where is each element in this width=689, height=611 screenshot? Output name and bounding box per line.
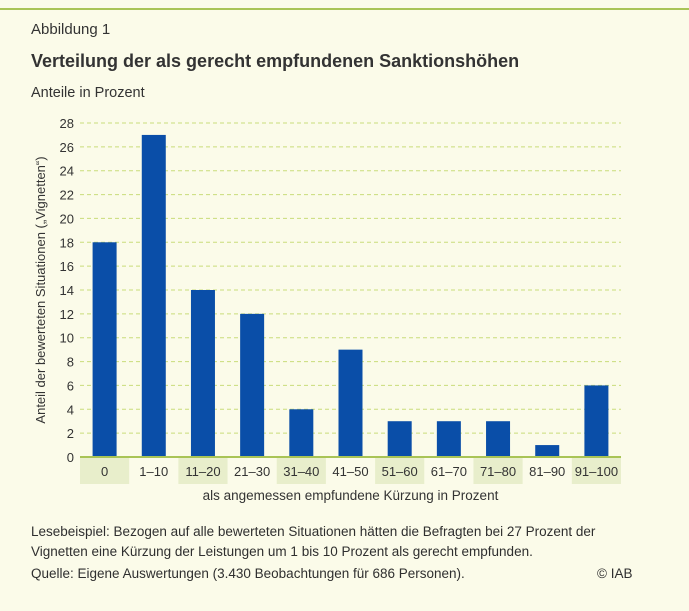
x-tick-label: 1–10 <box>139 464 168 479</box>
bar <box>436 421 461 457</box>
y-tick-label: 26 <box>60 140 74 155</box>
x-tick-band <box>80 458 130 484</box>
reading-example-caption: Lesebeispiel: Bezogen auf alle bewertete… <box>31 524 596 559</box>
x-tick-label: 11–20 <box>185 464 220 479</box>
x-tick-label: 41–50 <box>332 464 368 479</box>
x-tick-label: 61–70 <box>431 464 467 479</box>
y-tick-label: 18 <box>60 235 74 250</box>
y-tick-label: 4 <box>67 402 74 417</box>
bar <box>338 349 363 457</box>
bar <box>387 421 412 457</box>
y-tick-label: 20 <box>60 211 74 226</box>
y-tick-label: 8 <box>67 355 74 370</box>
x-axis-title: als angemessen empfundene Kürzung in Pro… <box>203 488 499 503</box>
chart-title: Verteilung der als gerecht empfundenen S… <box>31 51 520 71</box>
x-tick-label: 0 <box>101 464 108 479</box>
y-tick-label: 24 <box>60 164 74 179</box>
bar <box>240 313 265 457</box>
y-tick-label: 28 <box>60 116 74 131</box>
x-tick-label: 91–100 <box>575 464 618 479</box>
y-tick-label: 14 <box>60 283 74 298</box>
x-tick-band <box>571 458 621 484</box>
y-tick-label: 22 <box>60 188 74 203</box>
bar <box>289 409 314 457</box>
x-tick-band <box>178 458 228 484</box>
bar <box>584 385 609 457</box>
x-tick-band <box>375 458 425 484</box>
y-tick-label: 0 <box>67 450 74 465</box>
chart-subtitle: Anteile in Prozent <box>31 85 145 101</box>
x-tick-label: 71–80 <box>480 464 516 479</box>
x-tick-label: 31–40 <box>283 464 319 479</box>
x-tick-label: 21–30 <box>234 464 270 479</box>
top-accent-rule <box>0 8 689 10</box>
bar <box>190 290 215 457</box>
source-note: Quelle: Eigene Auswertungen (3.430 Beoba… <box>31 566 465 581</box>
y-tick-label: 6 <box>67 378 74 393</box>
y-tick-label: 12 <box>60 307 74 322</box>
x-tick-band <box>276 458 326 484</box>
y-tick-label: 16 <box>60 259 74 274</box>
bar <box>141 134 166 457</box>
x-tick-label: 51–60 <box>382 464 418 479</box>
x-tick-label: 81–90 <box>529 464 565 479</box>
y-tick-label: 2 <box>67 426 74 441</box>
y-tick-label: 10 <box>60 331 74 346</box>
copyright-note: © IAB <box>597 566 633 581</box>
figure-label: Abbildung 1 <box>31 21 111 38</box>
bar <box>92 242 117 457</box>
bar <box>535 445 560 457</box>
y-axis-title: Anteil der bewerteten Situationen („Vign… <box>33 156 48 423</box>
bar <box>486 421 511 457</box>
x-tick-band <box>473 458 523 484</box>
